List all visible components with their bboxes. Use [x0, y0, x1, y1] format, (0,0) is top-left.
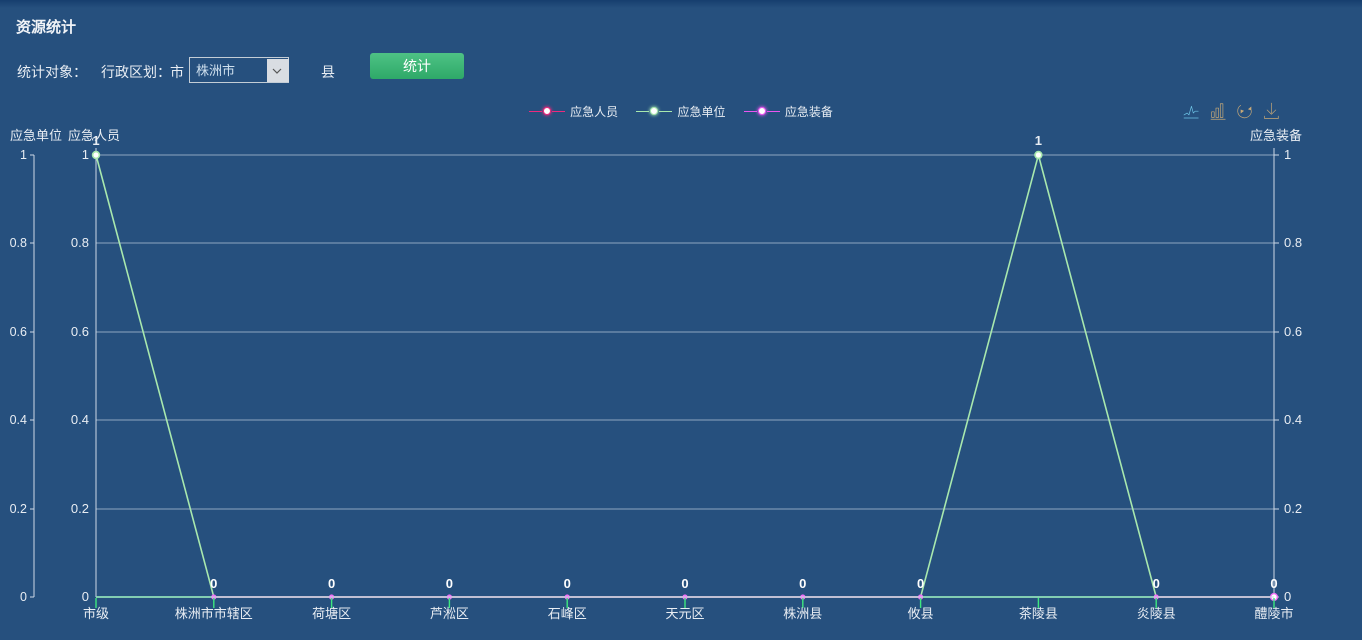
svg-text:0: 0	[1153, 576, 1160, 591]
svg-text:0.6: 0.6	[71, 324, 89, 339]
svg-text:醴陵市: 醴陵市	[1254, 606, 1293, 621]
svg-text:市级: 市级	[83, 606, 109, 621]
svg-text:0.4: 0.4	[71, 412, 89, 427]
svg-text:株洲县: 株洲县	[783, 606, 822, 621]
svg-text:0.4: 0.4	[10, 413, 27, 427]
svg-text:1: 1	[1284, 147, 1291, 162]
svg-text:株洲市市辖区: 株洲市市辖区	[175, 606, 253, 621]
svg-text:攸县: 攸县	[908, 606, 934, 621]
svg-text:0: 0	[82, 589, 89, 604]
svg-text:0.8: 0.8	[1284, 235, 1302, 250]
svg-text:0: 0	[564, 576, 571, 591]
svg-text:0: 0	[20, 590, 27, 604]
svg-text:炎陵县: 炎陵县	[1137, 606, 1176, 621]
svg-text:0: 0	[917, 576, 924, 591]
svg-text:1: 1	[20, 148, 27, 162]
svg-text:0.8: 0.8	[10, 236, 27, 250]
svg-text:0: 0	[446, 576, 453, 591]
svg-text:应急单位: 应急单位	[10, 128, 62, 143]
svg-text:0.6: 0.6	[10, 325, 27, 339]
svg-text:0.4: 0.4	[1284, 412, 1302, 427]
svg-text:1: 1	[1035, 133, 1042, 148]
svg-text:0.2: 0.2	[1284, 501, 1302, 516]
svg-text:应急装备: 应急装备	[1250, 128, 1302, 143]
svg-text:石峰区: 石峰区	[548, 606, 587, 621]
svg-text:0.2: 0.2	[10, 502, 27, 516]
svg-text:0: 0	[210, 576, 217, 591]
svg-text:荷塘区: 荷塘区	[312, 606, 351, 621]
svg-text:0: 0	[328, 576, 335, 591]
svg-text:0: 0	[681, 576, 688, 591]
svg-text:天元区: 天元区	[665, 606, 704, 621]
svg-text:茶陵县: 茶陵县	[1019, 606, 1058, 621]
svg-text:1: 1	[92, 133, 99, 148]
svg-text:芦淞区: 芦淞区	[430, 606, 469, 621]
svg-text:0: 0	[799, 576, 806, 591]
svg-text:0.6: 0.6	[1284, 324, 1302, 339]
svg-text:1: 1	[82, 147, 89, 162]
svg-text:0.8: 0.8	[71, 235, 89, 250]
svg-text:0: 0	[1284, 589, 1291, 604]
svg-text:0: 0	[1270, 576, 1277, 591]
svg-text:0.2: 0.2	[71, 501, 89, 516]
